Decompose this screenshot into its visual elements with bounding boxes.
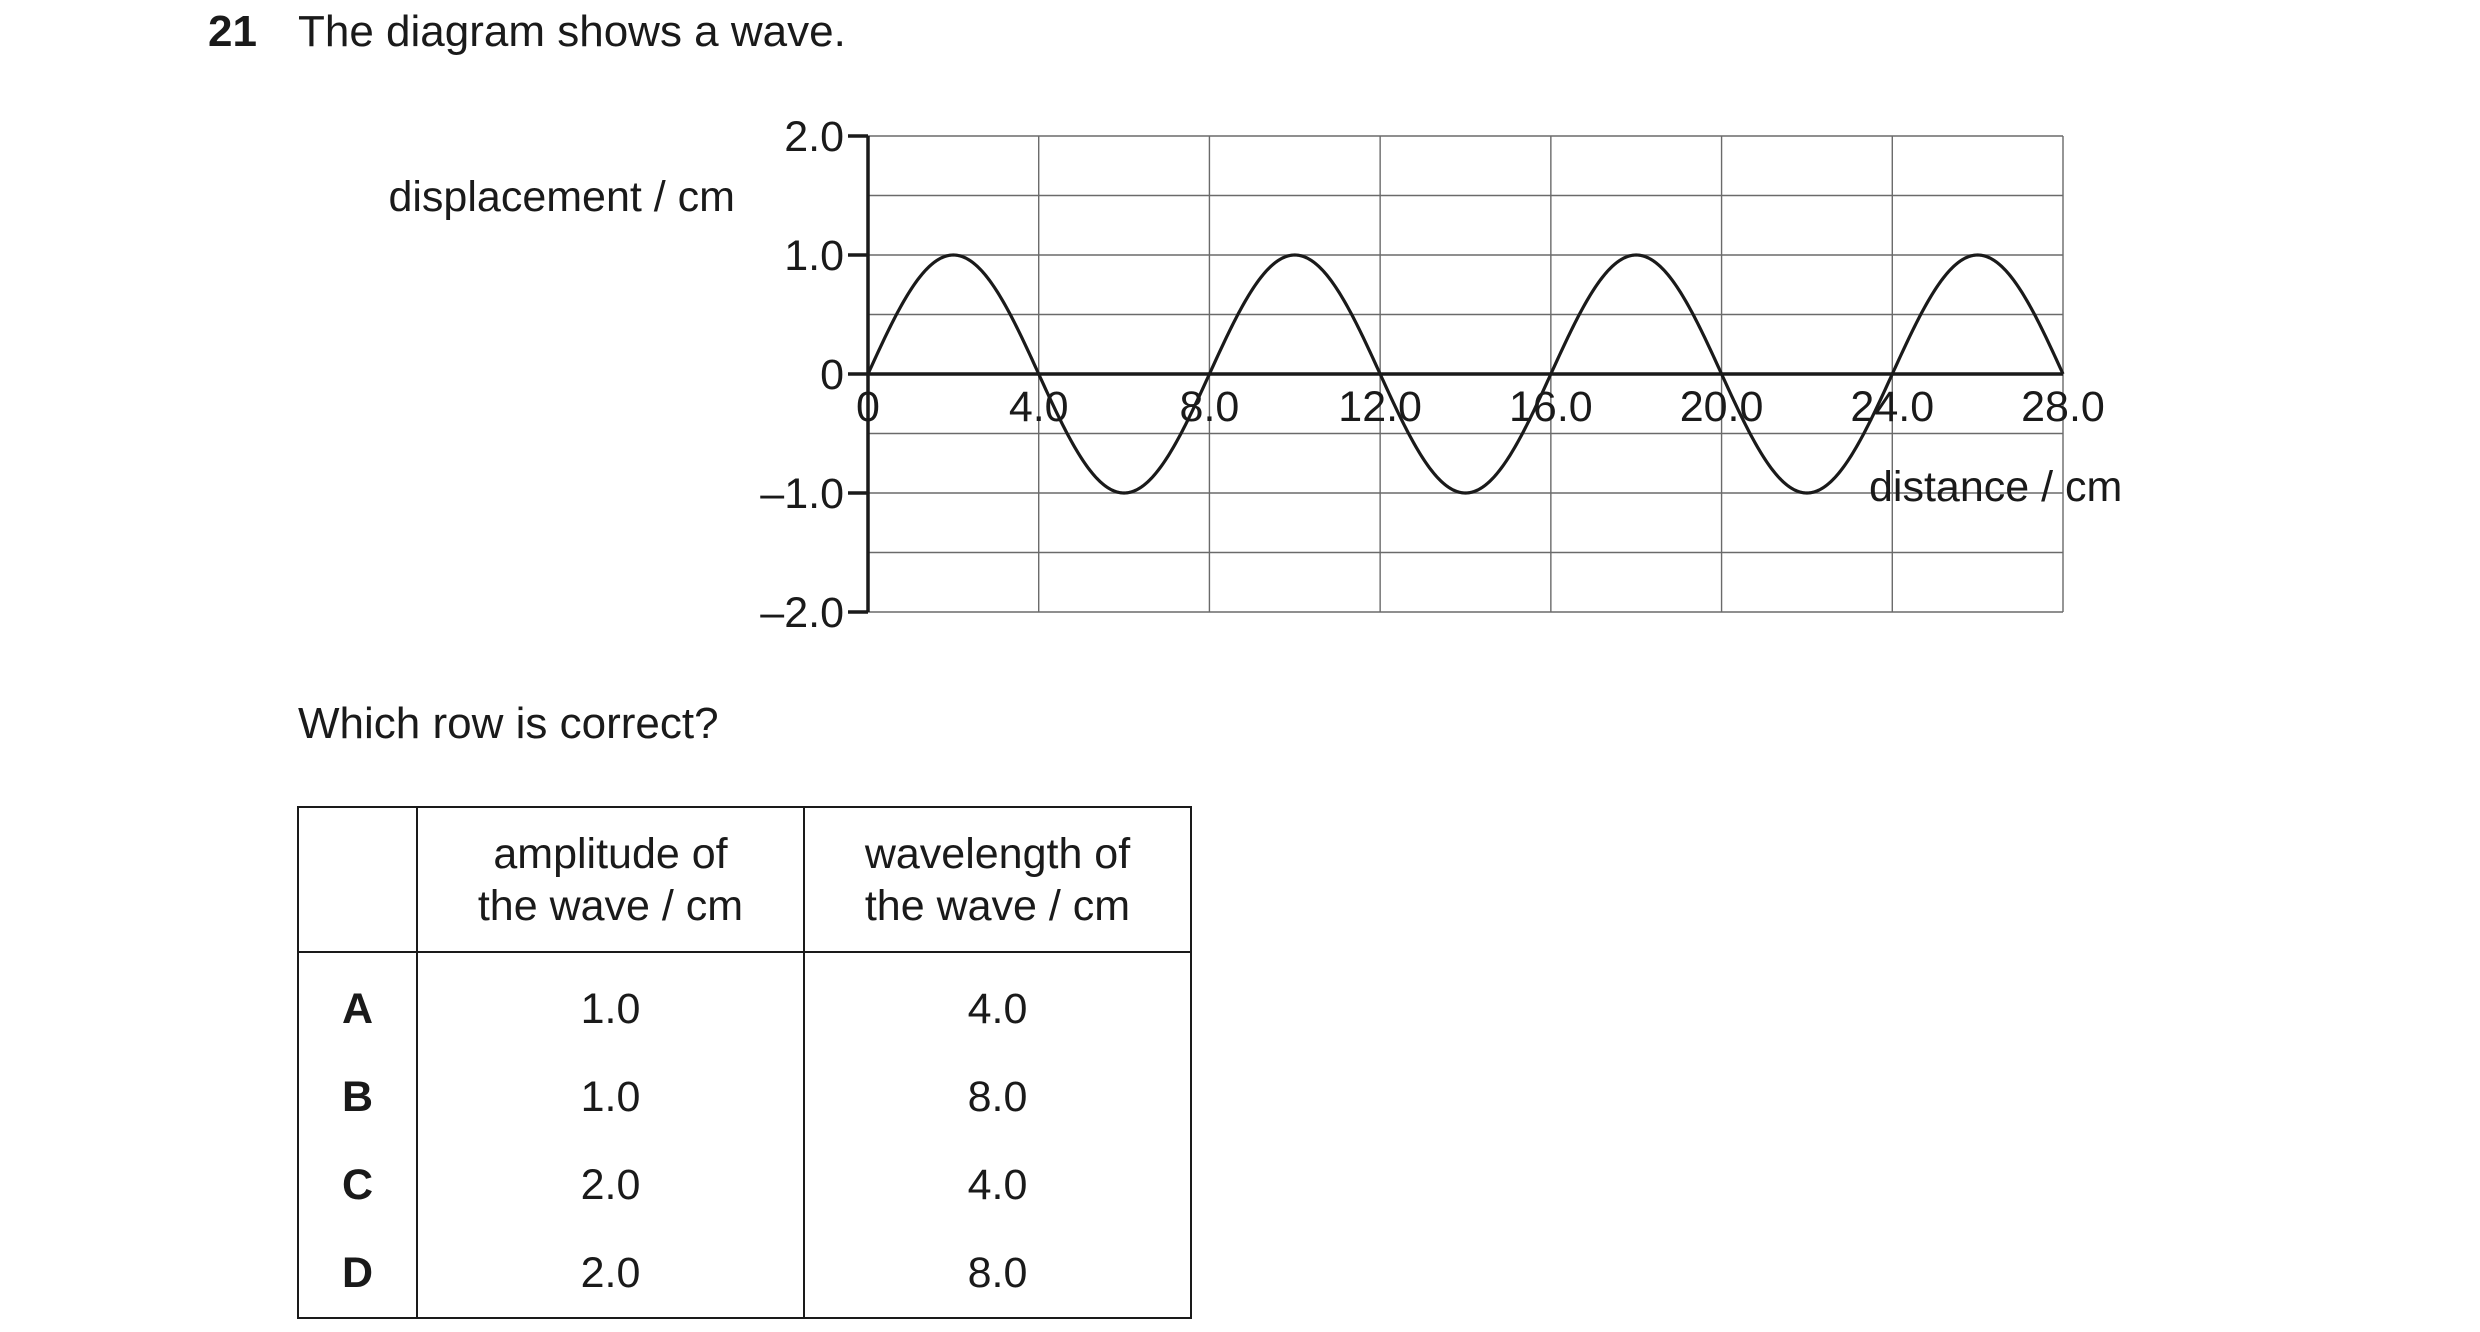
y-tick-label: 1.0 (784, 232, 844, 280)
row-wavelength: 8.0 (803, 1053, 1192, 1141)
y-axis-label: displacement / cm (388, 173, 735, 221)
y-tick-label: 2.0 (784, 113, 844, 161)
y-tick-label: –2.0 (760, 589, 844, 637)
table-row: C 2.0 4.0 (297, 1141, 1192, 1229)
answer-table: amplitude of the wave / cm wavelength of… (297, 806, 1192, 1319)
y-tick-label: –1.0 (760, 470, 844, 518)
row-amplitude: 1.0 (416, 952, 805, 1053)
row-letter: B (297, 1053, 418, 1141)
row-letter: D (297, 1229, 418, 1319)
row-wavelength: 4.0 (803, 1141, 1192, 1229)
x-tick-label: 4.0 (1009, 383, 1069, 431)
row-letter: A (297, 952, 418, 1053)
x-tick-labels: 0 4.0 8.0 12.0 16.0 20.0 24.0 28.0 (856, 383, 2105, 431)
x-tick-label: 8.0 (1180, 383, 1240, 431)
row-amplitude: 1.0 (416, 1053, 805, 1141)
x-tick-label: 28.0 (2021, 383, 2105, 431)
table-header-row: amplitude of the wave / cm wavelength of… (297, 806, 1192, 953)
x-tick-label: 0 (856, 383, 880, 431)
chart-axes (848, 134, 2063, 614)
table-header-amplitude: amplitude of the wave / cm (416, 806, 805, 953)
x-tick-label: 24.0 (1850, 383, 1934, 431)
row-letter: C (297, 1141, 418, 1229)
table-header-wavelength: wavelength of the wave / cm (803, 806, 1192, 953)
wave-chart: 2.01.00–1.0–2.0 0 4.0 8.0 12.0 16.0 20.0 24.0 2… (388, 113, 2122, 637)
header-wavelength-line1: wavelength of (864, 829, 1131, 878)
x-tick-label: 20.0 (1680, 383, 1764, 431)
row-wavelength: 4.0 (803, 952, 1192, 1053)
header-wavelength-line2: the wave / cm (864, 881, 1131, 930)
table-row: B 1.0 8.0 (297, 1053, 1192, 1141)
question-prompt: Which row is correct? (298, 699, 719, 748)
y-tick-labels: 2.0 1.0 0 –1.0 –2.0 (760, 113, 844, 637)
table-row: A 1.0 4.0 (297, 952, 1192, 1053)
table-header-empty (297, 806, 418, 953)
row-wavelength: 8.0 (803, 1229, 1192, 1319)
row-amplitude: 2.0 (416, 1229, 805, 1319)
header-amplitude-line2: the wave / cm (477, 881, 744, 930)
question-number: 21 (208, 7, 257, 56)
x-tick-label: 16.0 (1509, 383, 1593, 431)
y-tick-label: 0 (820, 351, 844, 399)
x-tick-label: 12.0 (1338, 383, 1422, 431)
wave-series-line (866, 253, 2065, 495)
question-stem: The diagram shows a wave. (298, 7, 846, 56)
header-amplitude-line1: amplitude of (493, 829, 728, 878)
x-axis-label: distance / cm (1869, 463, 2122, 511)
table-row: D 2.0 8.0 (297, 1229, 1192, 1319)
row-amplitude: 2.0 (416, 1141, 805, 1229)
